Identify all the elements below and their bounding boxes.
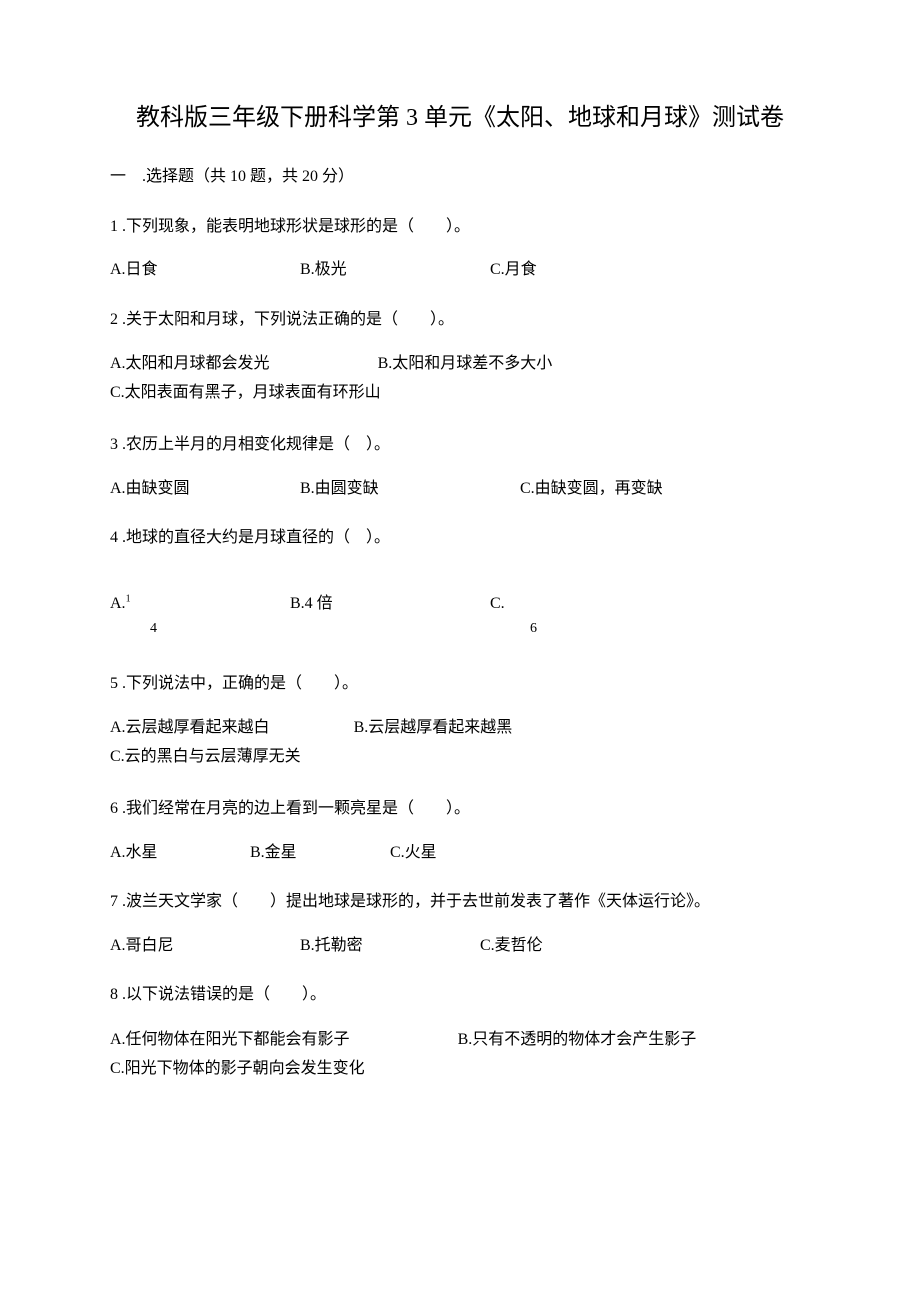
question-2-options: A.太阳和月球都会发光 B.太阳和月球差不多大小 C.太阳表面有黑子，月球表面有…: [110, 350, 810, 408]
q1-option-b: B.极光: [300, 257, 490, 283]
question-5-options: A.云层越厚看起来越白 B.云层越厚看起来越黑 C.云的黑白与云层薄厚无关: [110, 714, 810, 772]
q5-option-b: B.云层越厚看起来越黑: [354, 714, 513, 743]
question-8: 8 .以下说法错误的是（ ）。: [110, 982, 810, 1008]
section-header: 一 .选择题（共 10 题，共 20 分）: [110, 164, 810, 190]
q4-a-label: A.: [110, 591, 126, 617]
q3-option-a: A.由缺变圆: [110, 476, 300, 502]
q8-option-a: A.任何物体在阳光下都能会有影子: [110, 1026, 350, 1055]
question-3: 3 .农历上半月的月相变化规律是（ ）。: [110, 432, 810, 458]
q1-option-a: A.日食: [110, 257, 300, 283]
q4-c-label: C.: [490, 595, 505, 612]
question-1-options: A.日食 B.极光 C.月食: [110, 257, 810, 283]
question-3-options: A.由缺变圆 B.由圆变缺 C.由缺变圆，再变缺: [110, 476, 810, 502]
question-7-options: A.哥白尼 B.托勒密 C.麦哲伦: [110, 933, 810, 959]
q4-a-numerator: 1: [126, 593, 131, 604]
question-7: 7 .波兰天文学家（ ）提出地球是球形的，并于去世前发表了著作《天体运行论》。: [110, 889, 810, 915]
q8-option-c: C.阳光下物体的影子朝向会发生变化: [110, 1055, 365, 1084]
q8-option-b: B.只有不透明的物体才会产生影子: [458, 1026, 697, 1055]
q7-option-b: B.托勒密: [300, 933, 480, 959]
q5-option-a: A.云层越厚看起来越白: [110, 714, 270, 743]
q4-option-a: A.1 4: [110, 591, 290, 641]
q2-option-c: C.太阳表面有黑子，月球表面有环形山: [110, 379, 381, 408]
question-6-options: A.水星 B.金星 C.火星: [110, 840, 810, 866]
q6-option-a: A.水星: [110, 840, 250, 866]
q4-a-denominator: 4: [150, 618, 290, 640]
q2-option-b: B.太阳和月球差不多大小: [378, 350, 553, 379]
q2-option-a: A.太阳和月球都会发光: [110, 350, 270, 379]
question-2: 2 .关于太阳和月球，下列说法正确的是（ ）。: [110, 307, 810, 333]
q6-option-b: B.金星: [250, 840, 390, 866]
question-4: 4 .地球的直径大约是月球直径的（ ）。: [110, 525, 810, 551]
question-4-options: A.1 4 B.4 倍 C. 6: [110, 591, 810, 641]
question-5: 5 .下列说法中，正确的是（ ）。: [110, 671, 810, 697]
question-1: 1 .下列现象，能表明地球形状是球形的是（ ）。: [110, 214, 810, 240]
q4-c-denominator: 6: [530, 618, 537, 640]
q5-option-c: C.云的黑白与云层薄厚无关: [110, 743, 301, 772]
q4-option-b: B.4 倍: [290, 591, 490, 617]
page-title: 教科版三年级下册科学第 3 单元《太阳、地球和月球》测试卷: [110, 100, 810, 136]
q4-option-c: C. 6: [490, 591, 537, 641]
question-6: 6 .我们经常在月亮的边上看到一颗亮星是（ ）。: [110, 796, 810, 822]
q6-option-c: C.火星: [390, 840, 437, 866]
q3-option-c: C.由缺变圆，再变缺: [520, 476, 663, 502]
question-8-options: A.任何物体在阳光下都能会有影子 B.只有不透明的物体才会产生影子 C.阳光下物…: [110, 1026, 810, 1084]
q7-option-a: A.哥白尼: [110, 933, 300, 959]
q1-option-c: C.月食: [490, 257, 537, 283]
q3-option-b: B.由圆变缺: [300, 476, 520, 502]
q7-option-c: C.麦哲伦: [480, 933, 543, 959]
